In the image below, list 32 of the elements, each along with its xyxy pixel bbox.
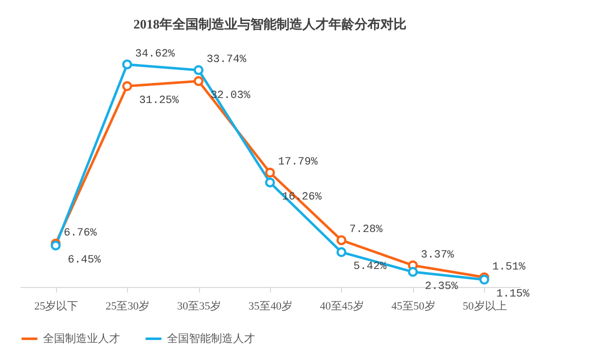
data-label: 5.42% [353,261,387,274]
point [265,168,275,178]
data-label: 3.37% [420,249,454,262]
point [408,266,418,277]
x-tick-label: 35至40岁 [248,300,292,312]
point [336,247,346,258]
x-tick-label: 25岁以下 [34,300,78,312]
data-label: 34.62% [135,48,176,60]
point [122,81,132,92]
point [122,59,132,70]
data-label: 2.35% [424,280,458,293]
point [479,274,490,285]
legend-label: 全国制造业人才 [43,332,120,345]
point [194,76,204,86]
data-label: 6.76% [64,228,98,240]
chart-title: 2018年全国制造业与智能制造人才年龄分布对比 [134,16,406,32]
data-label: 6.45% [68,254,102,267]
x-tick-label: 30至35岁 [177,300,222,312]
data-label: 7.28% [349,224,383,236]
x-tick-label: 40至45岁 [320,300,364,312]
point [336,235,346,246]
data-label: 31.25% [139,95,180,108]
x-tick-label: 45至50岁 [391,300,436,312]
legend-label: 全国智能制造人才 [167,332,255,345]
data-label: 1.15% [496,288,530,301]
data-label: 17.79% [278,156,318,169]
x-tick-label: 25至30岁 [106,300,150,312]
data-label: 1.51% [492,261,526,274]
x-tick-label: 50岁以上 [462,300,507,312]
point [265,178,275,188]
point [194,65,204,76]
data-label: 33.74% [206,54,247,66]
